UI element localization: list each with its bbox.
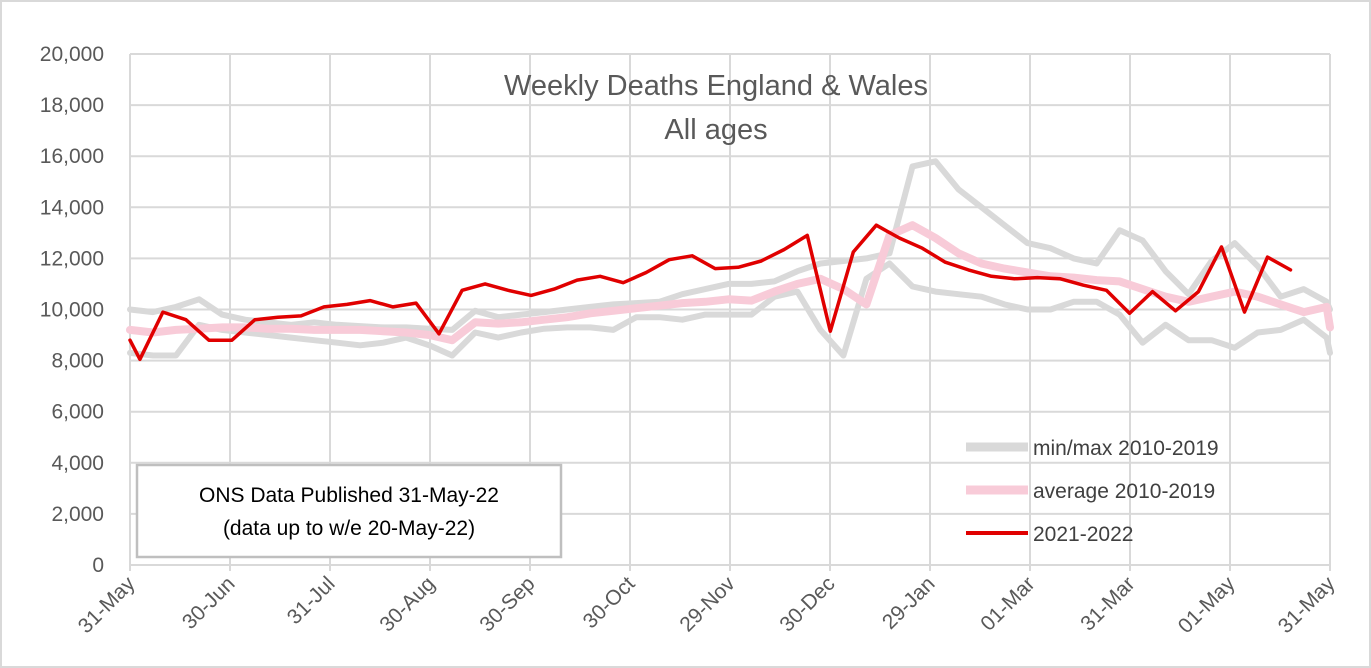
y-tick-label: 6,000 xyxy=(51,401,104,424)
gridlines xyxy=(129,53,1331,571)
series-line-max-min-max-2010-2019 xyxy=(127,158,1333,333)
legend-label-current: 2021-2022 xyxy=(1033,523,1133,546)
legend: min/max 2010-2019 average 2010-2019 2021… xyxy=(966,437,1219,546)
note-line-1: ONS Data Published 31-May-22 xyxy=(199,484,499,507)
series-line-average-2010-2019 xyxy=(126,221,1334,345)
note-frame xyxy=(135,463,563,559)
chart-subtitle: All ages xyxy=(664,114,767,146)
y-tick-label: 12,000 xyxy=(40,247,104,270)
series-lines xyxy=(126,158,1334,362)
chart-title: Weekly Deaths England & Wales xyxy=(504,70,928,102)
y-tick-label: 4,000 xyxy=(51,452,104,475)
y-tick-label: 8,000 xyxy=(51,350,104,373)
y-tick-label: 2,000 xyxy=(51,503,104,526)
y-tick-label: 0 xyxy=(92,554,104,577)
legend-label-minmax: min/max 2010-2019 xyxy=(1033,437,1219,460)
y-axis-ticks: 0 2,000 4,000 6,000 8,000 10,000 12,000 14,000 1… xyxy=(40,43,104,577)
note-line-2: (data up to w/e 20-May-22) xyxy=(223,517,475,540)
y-tick-label: 16,000 xyxy=(40,145,104,168)
data-note-box: ONS Data Published 31-May-22 (data up to… xyxy=(135,463,563,559)
series-line-2021-2022 xyxy=(128,223,1293,362)
legend-label-average: average 2010-2019 xyxy=(1033,480,1215,503)
y-tick-label: 20,000 xyxy=(40,43,104,66)
y-tick-label: 18,000 xyxy=(40,94,104,117)
y-tick-label: 10,000 xyxy=(40,299,104,322)
series-line-min-min-max-2010-2019 xyxy=(127,260,1333,359)
y-tick-label: 14,000 xyxy=(40,196,104,219)
